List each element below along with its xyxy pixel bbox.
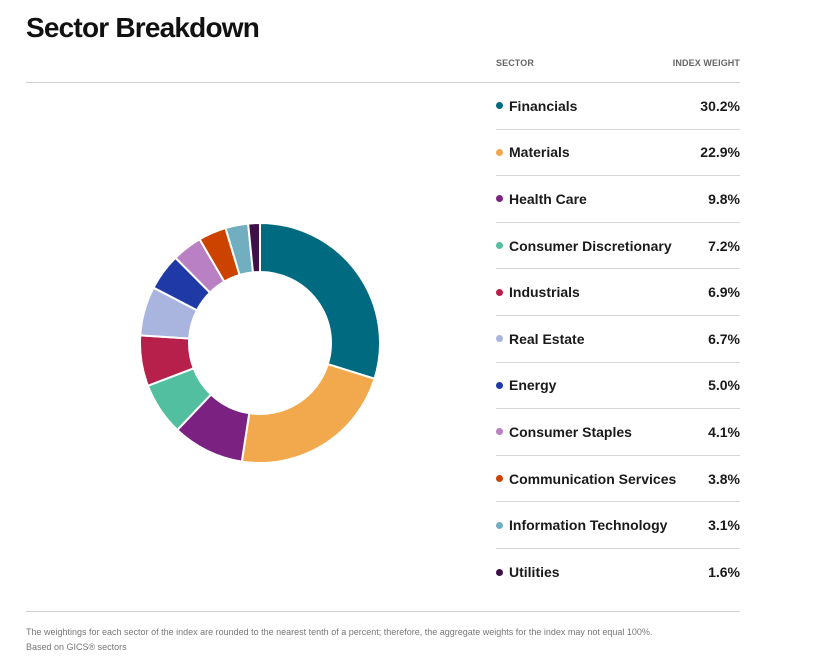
sector-name: Materials — [509, 144, 570, 161]
sector-weight: 5.0% — [708, 377, 740, 394]
sector-cell: Consumer Staples — [496, 424, 632, 440]
table-row: Communication Services 3.8% — [496, 456, 740, 503]
legend-swatch — [496, 428, 503, 436]
sector-weight: 30.2% — [700, 97, 740, 114]
sector-weight: 6.7% — [708, 330, 740, 347]
page-title: Sector Breakdown — [26, 12, 260, 43]
legend-swatch — [496, 475, 503, 483]
sector-name: Real Estate — [509, 330, 585, 347]
sector-name: Information Technology — [509, 517, 668, 534]
legend-swatch — [496, 521, 503, 529]
table-row: Industrials 6.9% — [496, 269, 740, 316]
legend-swatch — [496, 195, 503, 203]
legend-swatch — [496, 242, 503, 250]
sector-name: Communication Services — [509, 470, 677, 487]
table-row: Materials 22.9% — [496, 130, 740, 177]
sector-cell: Health Care — [496, 191, 587, 207]
sector-weight: 22.9% — [700, 144, 740, 161]
footnote-gics: Based on GICS® sectors — [26, 642, 127, 652]
table-row: Real Estate 6.7% — [496, 316, 740, 363]
sector-name: Consumer Discretionary — [509, 237, 672, 254]
sector-cell: Materials — [496, 144, 570, 160]
sector-cell: Real Estate — [496, 331, 584, 347]
legend-swatch — [496, 148, 503, 156]
table-header: SECTOR INDEX WEIGHT — [496, 56, 740, 83]
table-row: Energy 5.0% — [496, 363, 740, 410]
legend-swatch — [496, 335, 503, 343]
sector-cell: Financials — [496, 98, 577, 114]
footnote-rounding: The weightings for each sector of the in… — [26, 627, 653, 637]
sector-donut-chart — [130, 213, 390, 473]
top-divider — [26, 82, 740, 83]
sector-name: Financials — [509, 97, 578, 114]
sector-cell: Information Technology — [496, 517, 667, 533]
sector-name: Energy — [509, 377, 557, 394]
table-row: Utilities 1.6% — [496, 549, 740, 596]
footnote: The weightings for each sector of the in… — [26, 625, 786, 655]
sector-name: Health Care — [509, 190, 587, 207]
sector-name: Consumer Staples — [509, 423, 632, 440]
legend-swatch — [496, 288, 503, 296]
sector-cell: Energy — [496, 377, 556, 393]
donut-svg — [139, 221, 381, 464]
donut-slice-utilities — [247, 221, 261, 274]
sector-weight: 3.8% — [708, 470, 740, 487]
table-row: Consumer Discretionary 7.2% — [496, 223, 740, 270]
table-row: Information Technology 3.1% — [496, 502, 740, 549]
table-row: Consumer Staples 4.1% — [496, 409, 740, 456]
sector-cell: Consumer Discretionary — [496, 238, 672, 254]
table-row: Financials 30.2% — [496, 83, 740, 130]
sector-weight: 6.9% — [708, 284, 740, 301]
sector-name: Utilities — [509, 564, 560, 581]
sector-weight: 1.6% — [708, 564, 740, 581]
table-body: Financials 30.2% Materials 22.9% Health Care… — [496, 83, 740, 596]
donut-slice-financials — [259, 221, 381, 380]
legend-swatch — [496, 568, 503, 576]
legend-swatch — [496, 381, 503, 389]
donut-slice-materials — [240, 362, 376, 464]
sector-weight: 9.8% — [708, 190, 740, 207]
sector-cell: Utilities — [496, 564, 560, 580]
sector-table: SECTOR INDEX WEIGHT Financials 30.2% Mater… — [496, 56, 740, 596]
table-row: Health Care 9.8% — [496, 176, 740, 223]
sector-weight: 3.1% — [708, 517, 740, 534]
sector-weight: 7.2% — [708, 237, 740, 254]
sector-name: Industrials — [509, 284, 580, 301]
legend-swatch — [496, 102, 503, 110]
sector-column-header: SECTOR — [496, 58, 534, 68]
weight-column-header: INDEX WEIGHT — [672, 58, 740, 68]
sector-cell: Communication Services — [496, 471, 676, 487]
sector-cell: Industrials — [496, 284, 580, 300]
bottom-divider — [26, 611, 740, 612]
sector-weight: 4.1% — [708, 423, 740, 440]
